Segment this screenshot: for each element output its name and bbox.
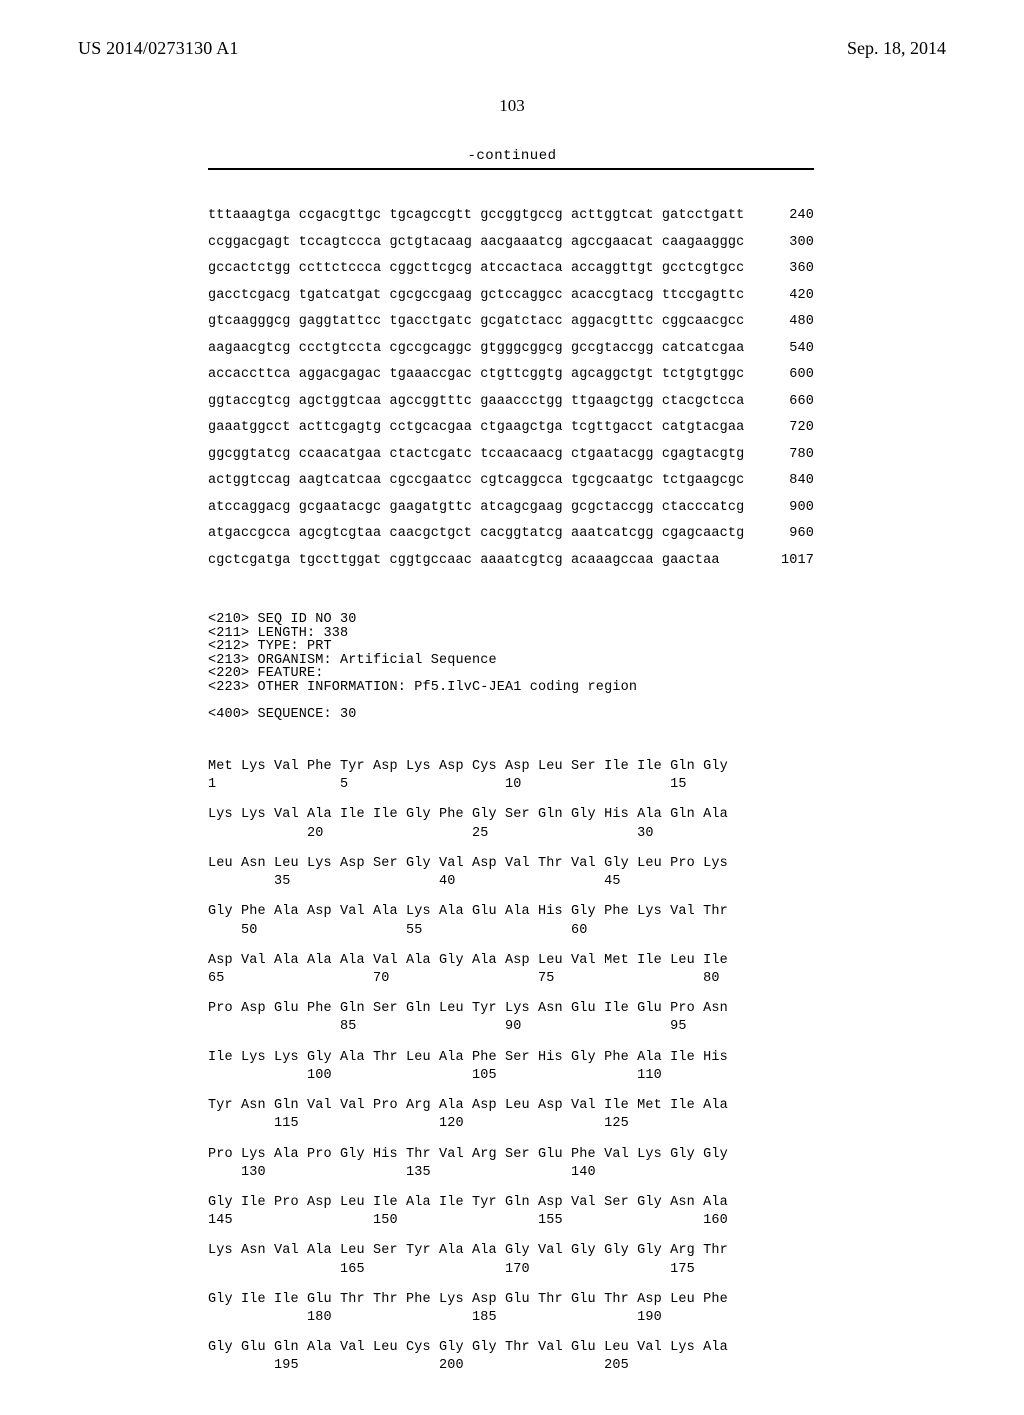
nucleotide-groups: gtcaagggcg gaggtattcc tgacctgatc gcgatct… xyxy=(208,315,744,329)
nucleotide-row: aagaacgtcg ccctgtccta cgccgcaggc gtgggcg… xyxy=(208,342,814,356)
nucleotide-groups: ggcggtatcg ccaacatgaa ctactcgatc tccaaca… xyxy=(208,448,744,462)
nucleotide-row: accaccttca aggacgagac tgaaaccgac ctgttcg… xyxy=(208,368,814,382)
nucleotide-row: atccaggacg gcgaatacgc gaagatgttc atcagcg… xyxy=(208,501,814,515)
nucleotide-groups: accaccttca aggacgagac tgaaaccgac ctgttcg… xyxy=(208,368,744,382)
nucleotide-position: 480 xyxy=(766,315,814,329)
nucleotide-row: gaaatggcct acttcgagtg cctgcacgaa ctgaagc… xyxy=(208,421,814,435)
protein-row: Pro Asp Glu Phe Gln Ser Gln Leu Tyr Lys … xyxy=(208,1000,848,1036)
nucleotide-position: 360 xyxy=(766,262,814,276)
protein-row: Tyr Asn Gln Val Val Pro Arg Ala Asp Leu … xyxy=(208,1097,848,1133)
protein-row: Gly Phe Ala Asp Val Ala Lys Ala Glu Ala … xyxy=(208,903,848,939)
protein-row: Pro Lys Ala Pro Gly His Thr Val Arg Ser … xyxy=(208,1146,848,1182)
nucleotide-position: 1017 xyxy=(766,554,814,568)
nucleotide-groups: actggtccag aagtcatcaa cgccgaatcc cgtcagg… xyxy=(208,474,744,488)
nucleotide-groups: gacctcgacg tgatcatgat cgcgccgaag gctccag… xyxy=(208,289,744,303)
horizontal-rule xyxy=(208,168,814,170)
nucleotide-groups: atgaccgcca agcgtcgtaa caacgctgct cacggta… xyxy=(208,527,744,541)
nucleotide-position: 300 xyxy=(766,236,814,250)
protein-row: Gly Glu Gln Ala Val Leu Cys Gly Gly Thr … xyxy=(208,1339,848,1375)
nucleotide-groups: atccaggacg gcgaatacgc gaagatgttc atcagcg… xyxy=(208,501,744,515)
publication-number: US 2014/0273130 A1 xyxy=(78,38,239,59)
nucleotide-position: 900 xyxy=(766,501,814,515)
nucleotide-position: 840 xyxy=(766,474,814,488)
nucleotide-row: gccactctgg ccttctccca cggcttcgcg atccact… xyxy=(208,262,814,276)
protein-row: Lys Asn Val Ala Leu Ser Tyr Ala Ala Gly … xyxy=(208,1242,848,1278)
nucleotide-position: 720 xyxy=(766,421,814,435)
nucleotide-row: ggcggtatcg ccaacatgaa ctactcgatc tccaaca… xyxy=(208,448,814,462)
nucleotide-position: 660 xyxy=(766,395,814,409)
nucleotide-position: 240 xyxy=(766,209,814,223)
continued-label: -continued xyxy=(0,148,1024,164)
nucleotide-groups: gaaatggcct acttcgagtg cctgcacgaa ctgaagc… xyxy=(208,421,744,435)
nucleotide-position: 780 xyxy=(766,448,814,462)
nucleotide-groups: gccactctgg ccttctccca cggcttcgcg atccact… xyxy=(208,262,744,276)
protein-row: Lys Lys Val Ala Ile Ile Gly Phe Gly Ser … xyxy=(208,806,848,842)
nucleotide-groups: ggtaccgtcg agctggtcaa agccggtttc gaaaccc… xyxy=(208,395,744,409)
nucleotide-row: ccggacgagt tccagtccca gctgtacaag aacgaaa… xyxy=(208,236,814,250)
nucleotide-position: 540 xyxy=(766,342,814,356)
nucleotide-groups: tttaaagtga ccgacgttgc tgcagccgtt gccggtg… xyxy=(208,209,744,223)
protein-block: Met Lys Val Phe Tyr Asp Lys Asp Cys Asp … xyxy=(208,758,848,1376)
nucleotide-block: tttaaagtga ccgacgttgc tgcagccgtt gccggtg… xyxy=(208,209,848,567)
nucleotide-row: tttaaagtga ccgacgttgc tgcagccgtt gccggtg… xyxy=(208,209,814,223)
nucleotide-row: atgaccgcca agcgtcgtaa caacgctgct cacggta… xyxy=(208,527,814,541)
nucleotide-row: ggtaccgtcg agctggtcaa agccggtttc gaaaccc… xyxy=(208,395,814,409)
sequence-listing: tttaaagtga ccgacgttgc tgcagccgtt gccggtg… xyxy=(208,182,848,1415)
protein-row: Ile Lys Lys Gly Ala Thr Leu Ala Phe Ser … xyxy=(208,1049,848,1085)
nucleotide-groups: aagaacgtcg ccctgtccta cgccgcaggc gtgggcg… xyxy=(208,342,744,356)
page-number: 103 xyxy=(0,96,1024,116)
nucleotide-row: gtcaagggcg gaggtattcc tgacctgatc gcgatct… xyxy=(208,315,814,329)
protein-row: Leu Asn Leu Lys Asp Ser Gly Val Asp Val … xyxy=(208,855,848,891)
protein-row: Gly Ile Ile Glu Thr Thr Phe Lys Asp Glu … xyxy=(208,1291,848,1327)
nucleotide-groups: cgctcgatga tgccttggat cggtgccaac aaaatcg… xyxy=(208,554,720,568)
page: US 2014/0273130 A1 Sep. 18, 2014 103 -co… xyxy=(0,0,1024,1320)
protein-row: Asp Val Ala Ala Ala Val Ala Gly Ala Asp … xyxy=(208,952,848,988)
protein-row: Met Lys Val Phe Tyr Asp Lys Asp Cys Asp … xyxy=(208,758,848,794)
publication-date: Sep. 18, 2014 xyxy=(847,38,946,59)
nucleotide-row: gacctcgacg tgatcatgat cgcgccgaag gctccag… xyxy=(208,289,814,303)
nucleotide-row: cgctcgatga tgccttggat cggtgccaac aaaatcg… xyxy=(208,554,814,568)
nucleotide-groups: ccggacgagt tccagtccca gctgtacaag aacgaaa… xyxy=(208,236,744,250)
nucleotide-row: actggtccag aagtcatcaa cgccgaatcc cgtcagg… xyxy=(208,474,814,488)
nucleotide-position: 960 xyxy=(766,527,814,541)
nucleotide-position: 600 xyxy=(766,368,814,382)
protein-row: Gly Ile Pro Asp Leu Ile Ala Ile Tyr Gln … xyxy=(208,1194,848,1230)
nucleotide-position: 420 xyxy=(766,289,814,303)
metadata-block: <210> SEQ ID NO 30 <211> LENGTH: 338 <21… xyxy=(208,613,848,721)
